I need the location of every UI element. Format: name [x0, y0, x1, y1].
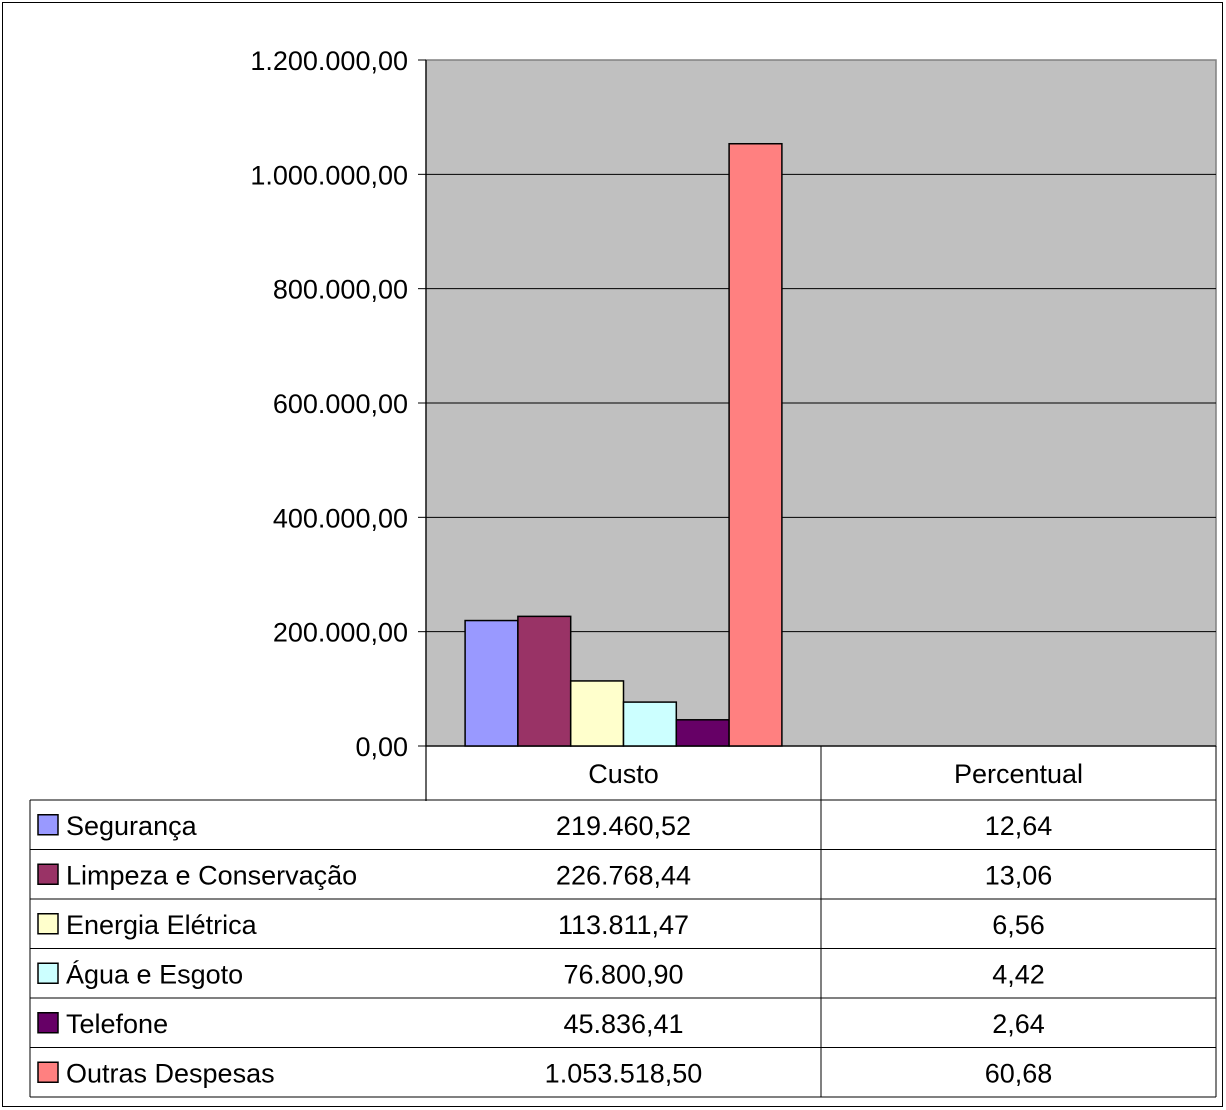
- data-table-value: 6,56: [992, 910, 1045, 940]
- legend-swatch: [37, 1061, 59, 1083]
- legend-swatch: [37, 1012, 59, 1034]
- data-table-value: 60,68: [985, 1058, 1053, 1088]
- data-table-value: 2,64: [992, 1009, 1045, 1039]
- y-tick-label: 800.000,00: [273, 275, 408, 305]
- legend-series-name: Telefone: [66, 1009, 168, 1039]
- legend-series-name: Outras Despesas: [66, 1058, 275, 1088]
- legend-swatch: [37, 913, 59, 935]
- legend-swatch: [37, 814, 59, 836]
- bars: [464, 142, 783, 747]
- y-tick-label: 1.000.000,00: [250, 160, 408, 190]
- data-table-value: 1.053.518,50: [545, 1058, 703, 1088]
- data-table-value: 113.811,47: [558, 910, 689, 940]
- x-category-label: Custo: [588, 759, 659, 789]
- y-tick-label: 0,00: [355, 732, 408, 762]
- bar: [517, 615, 572, 747]
- y-tick-label: 400.000,00: [273, 503, 408, 533]
- legend-series-name: Segurança: [66, 811, 198, 841]
- bar: [464, 619, 519, 747]
- y-axis: 0,00 200.000,00 400.000,00 600.000,00 800.00…: [250, 46, 1216, 801]
- data-table-value: 219.460,52: [556, 811, 691, 841]
- legend-series-name: Energia Elétrica: [66, 910, 258, 940]
- bar: [675, 719, 730, 747]
- legend-series-name: Limpeza e Conservação: [66, 860, 357, 890]
- x-category-label: Percentual: [954, 759, 1083, 789]
- data-table-value: 4,42: [992, 959, 1045, 989]
- data-table-value: 13,06: [985, 860, 1053, 890]
- data-table: Custo Percentual Segurança 219.460,52 12,64 L…: [29, 746, 1217, 1098]
- data-table-value: 76.800,90: [563, 959, 683, 989]
- legend-swatch: [37, 962, 59, 984]
- y-tick-label: 200.000,00: [273, 618, 408, 648]
- data-table-value: 226.768,44: [556, 860, 691, 890]
- legend-swatch: [37, 863, 59, 885]
- data-table-value: 45.836,41: [563, 1009, 683, 1039]
- data-table-value: 12,64: [985, 811, 1053, 841]
- bar: [569, 680, 625, 747]
- legend-series-name: Água e Esgoto: [66, 959, 243, 989]
- bar: [728, 142, 783, 747]
- bar: [622, 701, 678, 747]
- y-tick-label: 600.000,00: [273, 389, 408, 419]
- y-tick-label: 1.200.000,00: [250, 46, 408, 76]
